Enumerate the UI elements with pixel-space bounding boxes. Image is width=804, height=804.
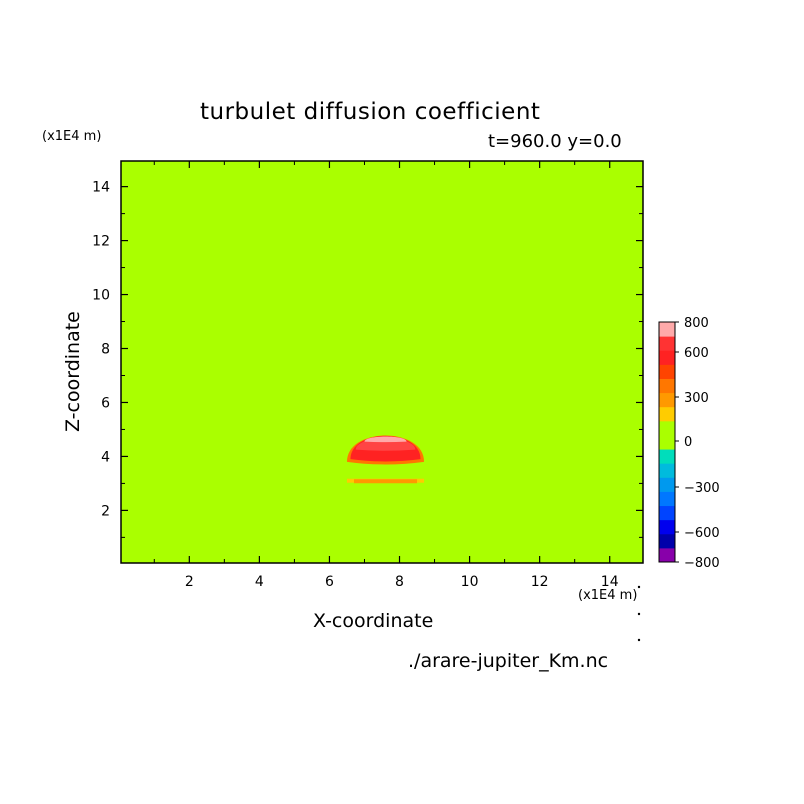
x-tick-label: 4 bbox=[255, 574, 264, 590]
source-filename: ./arare-jupiter_Km.nc bbox=[408, 650, 609, 672]
y-tick-label: 6 bbox=[101, 395, 110, 411]
colorbar-swatch bbox=[659, 533, 675, 549]
colorbar-swatch bbox=[659, 519, 675, 535]
marker-dot bbox=[637, 585, 641, 589]
contour-strip-5 bbox=[353, 479, 418, 484]
colorbar-swatch bbox=[659, 336, 675, 351]
colorbar-swatch bbox=[659, 434, 675, 450]
y-tick-label: 14 bbox=[92, 180, 110, 196]
y-tick-label: 2 bbox=[101, 503, 110, 519]
colorbar-tick-label: −600 bbox=[684, 526, 720, 541]
colorbar-tick-label: 800 bbox=[684, 316, 709, 331]
x-tick-label: 2 bbox=[185, 574, 194, 590]
colorbar-swatch bbox=[659, 449, 675, 464]
x-tick-label: 10 bbox=[461, 574, 479, 590]
y-tick-label: 8 bbox=[101, 342, 110, 358]
y-tick-label: 4 bbox=[101, 449, 110, 465]
colorbar-swatch bbox=[659, 322, 675, 337]
colorbar-tick-label: −800 bbox=[684, 556, 720, 571]
marker-dot bbox=[637, 638, 641, 642]
contour-cap-3 bbox=[364, 436, 407, 443]
x-tick-label: 6 bbox=[325, 574, 334, 590]
x-tick-label: 12 bbox=[531, 574, 549, 590]
x-axis-unit: (x1E4 m) bbox=[578, 588, 638, 603]
colorbar-swatch bbox=[659, 491, 675, 507]
colorbar-swatch bbox=[659, 406, 675, 422]
colorbar-swatch bbox=[659, 378, 675, 394]
colorbar-swatch bbox=[659, 392, 675, 408]
x-tick-label: 14 bbox=[601, 574, 619, 590]
colorbar-tick-label: −300 bbox=[684, 481, 720, 496]
x-tick-label: 8 bbox=[395, 574, 404, 590]
colorbar-tick-label: 600 bbox=[684, 346, 709, 361]
y-tick-label: 10 bbox=[92, 288, 110, 304]
chart-subtitle: t=960.0 y=0.0 bbox=[488, 131, 622, 152]
marker-dot bbox=[637, 612, 641, 616]
colorbar-swatch bbox=[659, 420, 675, 436]
colorbar-swatch bbox=[659, 364, 675, 379]
plot-background bbox=[121, 161, 643, 563]
x-axis-label: X-coordinate bbox=[313, 610, 434, 632]
y-tick-label: 12 bbox=[92, 234, 110, 250]
colorbar-tick-label: 0 bbox=[684, 435, 692, 450]
colorbar-frame bbox=[658, 321, 676, 563]
plot-frame bbox=[120, 160, 644, 564]
colorbar-swatch bbox=[659, 547, 675, 563]
colorbar-swatch bbox=[659, 463, 675, 478]
chart-title: turbulet diffusion coefficient bbox=[200, 99, 541, 125]
colorbar-tick-label: 300 bbox=[684, 391, 709, 406]
colorbar-swatch bbox=[659, 505, 675, 521]
colorbar-swatch bbox=[659, 477, 675, 492]
colorbar-swatch bbox=[659, 350, 675, 365]
y-axis-unit: (x1E4 m) bbox=[42, 129, 102, 144]
